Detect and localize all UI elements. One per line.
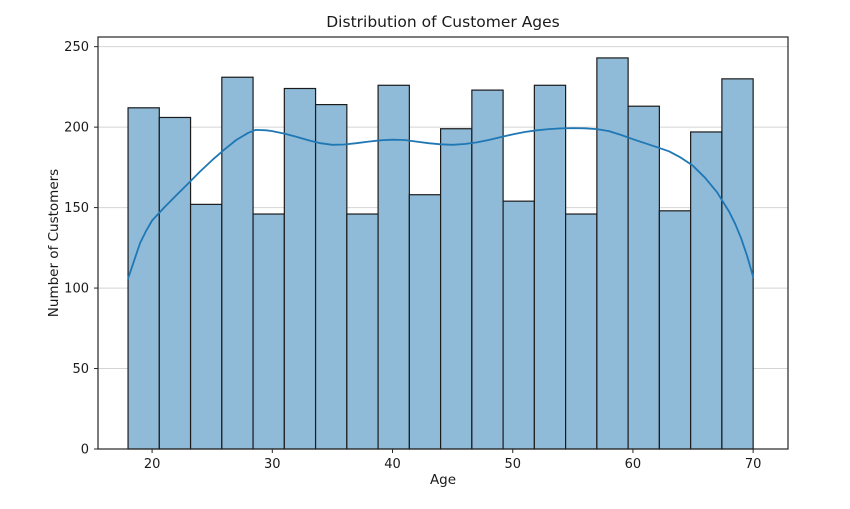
histogram-bar <box>627 105 660 450</box>
plot-border <box>97 36 789 450</box>
y-tick-label-200: 200 <box>64 121 89 136</box>
x-axis-label: Age <box>430 472 456 488</box>
histogram-bar <box>565 213 598 450</box>
y-tick-label-250: 250 <box>64 40 89 55</box>
histogram-bar <box>283 87 317 450</box>
histogram-bars-layer <box>127 57 754 450</box>
x-tick-label-60: 60 <box>625 457 642 472</box>
y-tick-label-0: 0 <box>81 443 89 458</box>
chart-title: Distribution of Customer Ages <box>326 13 560 31</box>
x-tick-label-70: 70 <box>745 457 762 472</box>
histogram-bar <box>252 213 285 450</box>
histogram-bar <box>439 128 473 450</box>
histogram-bar <box>658 210 692 450</box>
histogram-bar <box>408 194 442 450</box>
y-tick-label-100: 100 <box>64 282 89 297</box>
ticks-layer <box>94 46 754 453</box>
histogram-bar <box>690 131 723 450</box>
x-tick-label-20: 20 <box>144 457 161 472</box>
y-tick-label-50: 50 <box>72 362 89 377</box>
x-tick-label-40: 40 <box>384 457 401 472</box>
histogram-bar <box>189 203 223 450</box>
histogram-bar <box>721 78 754 450</box>
y-axis-label: Number of Customers <box>46 169 62 317</box>
histogram-bar <box>471 89 504 450</box>
histogram-bar <box>127 107 160 450</box>
histogram-bar <box>314 103 348 450</box>
x-tick-label-30: 30 <box>264 457 281 472</box>
histogram-bar <box>502 200 535 450</box>
x-tick-label-50: 50 <box>504 457 521 472</box>
tick-labels-layer: 20 30 40 50 60 70 0 50 100 150 200 250 <box>64 40 761 472</box>
histogram-bar <box>533 84 567 450</box>
y-tick-label-150: 150 <box>64 201 89 216</box>
histogram-bar <box>346 213 379 450</box>
kde-curve <box>127 127 754 280</box>
histogram-bar <box>158 116 192 450</box>
histogram-bar <box>596 57 629 450</box>
